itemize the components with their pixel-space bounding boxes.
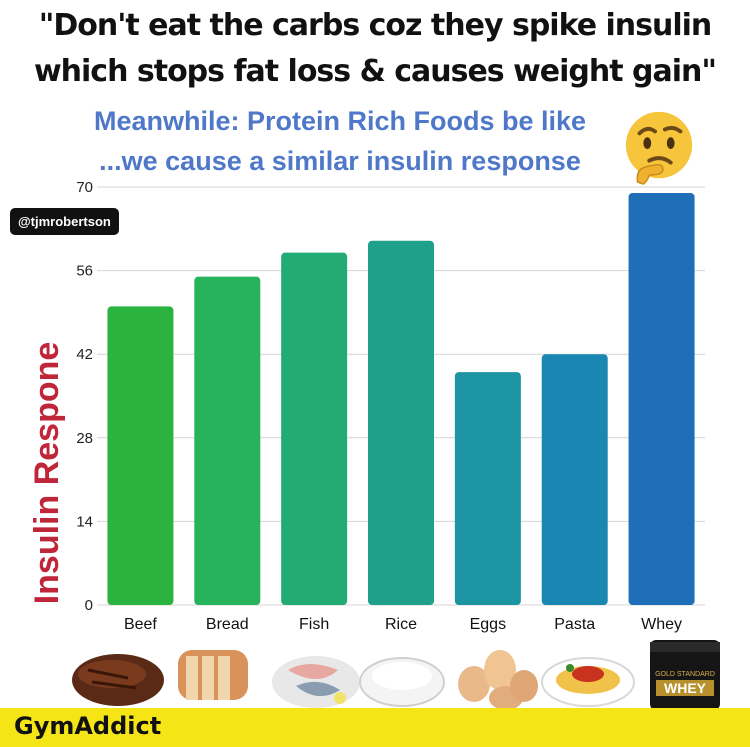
x-tick-label-beef: Beef (124, 616, 157, 633)
y-tick-label: 42 (76, 346, 93, 363)
product-sublabel: GOLD STANDARD (655, 671, 715, 678)
thinking-face-icon (625, 111, 693, 185)
x-tick-label-fish: Fish (299, 616, 329, 633)
whey-tub-image: GOLD STANDARD WHEY (650, 640, 720, 710)
y-axis-label: Insulin Respone (28, 342, 66, 605)
x-tick-label-whey: Whey (641, 616, 682, 633)
brand-logo-text: GymAddict (14, 712, 162, 740)
rice-image (359, 657, 445, 707)
bar-bread (194, 276, 261, 605)
footer-bar: GymAddict (0, 708, 750, 747)
beef-image (72, 654, 164, 706)
bar-rice (368, 240, 434, 605)
x-tick-label-eggs: Eggs (470, 616, 506, 633)
fish-image (272, 656, 360, 708)
pasta-image (541, 657, 635, 707)
product-label: WHEY (664, 680, 707, 696)
x-tick-label-rice: Rice (385, 616, 417, 633)
bar-whey (628, 192, 695, 605)
bar-fish (281, 252, 348, 605)
x-tick-label-pasta: Pasta (554, 616, 595, 633)
subheadline-line-2: ...we cause a similar insulin response (99, 146, 581, 176)
x-tick-label-bread: Bread (206, 616, 249, 633)
headline-line-2: which stops fat loss & causes weight gai… (33, 54, 717, 89)
author-handle: @tjmrobertson (10, 208, 119, 235)
y-tick-label: 56 (76, 263, 93, 280)
y-tick-label: 70 (76, 179, 93, 196)
y-tick-label: 14 (76, 513, 93, 530)
food-images-strip: GOLD STANDARD WHEY (72, 640, 720, 710)
y-tick-label: 28 (76, 430, 93, 447)
bar-beef (107, 306, 174, 605)
eggs-image (458, 650, 538, 710)
headline-line-1: "Don't eat the carbs coz they spike insu… (38, 8, 713, 43)
y-tick-label: 0 (85, 597, 93, 614)
bread-image (178, 650, 248, 700)
subheadline-line-1: Meanwhile: Protein Rich Foods be like (93, 106, 587, 136)
insulin-response-bar-chart: 0 14 28 42 56 70 Beef Bread Fish Rice Eggs Pasta Whe… (28, 179, 705, 633)
bar-eggs (454, 372, 521, 605)
bar-pasta (541, 354, 608, 605)
